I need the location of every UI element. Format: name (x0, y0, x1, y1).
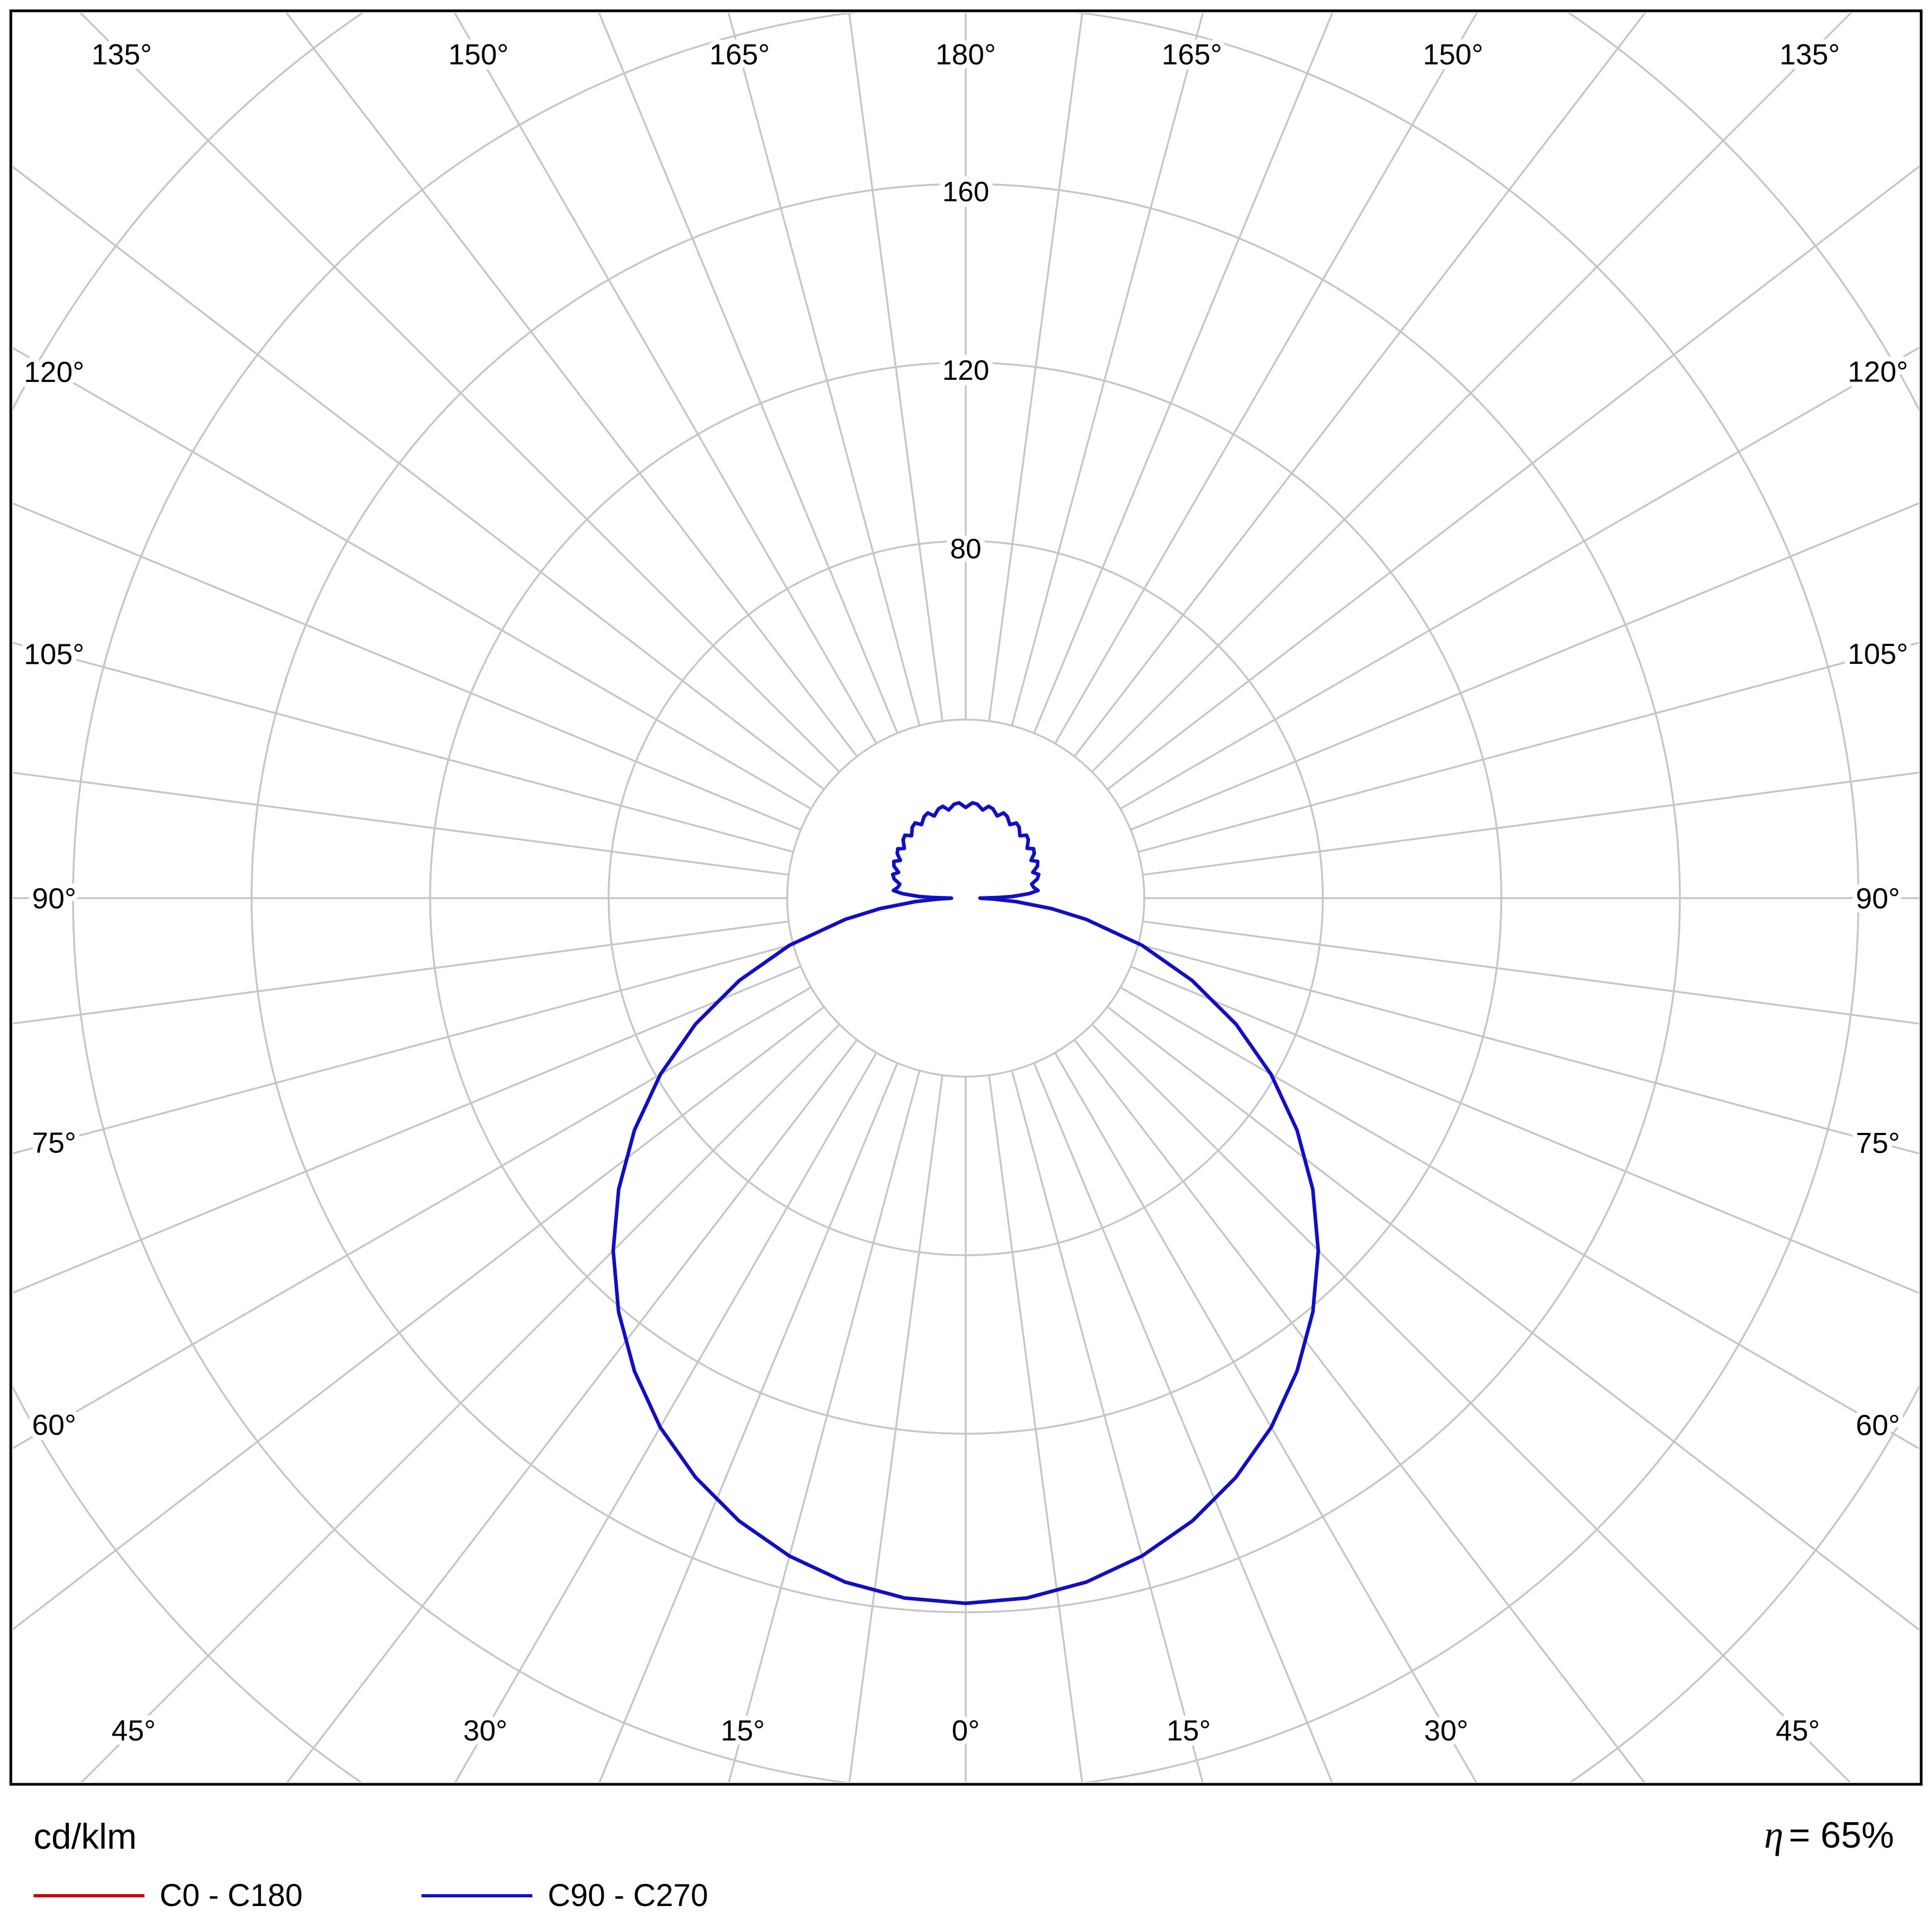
angle-label-45-right: 45° (1776, 1715, 1820, 1747)
grid-spoke (988, 13, 1084, 722)
grid-spoke (1119, 346, 1919, 810)
grid-spoke (1138, 642, 1919, 853)
angle-label-120-left: 120° (24, 356, 84, 388)
angle-label-150-right: 150° (1423, 38, 1483, 71)
grid-spoke (1054, 13, 1478, 744)
angle-label-75-left: 75° (32, 1127, 76, 1159)
grid-spoke (79, 13, 840, 773)
grid-spoke (285, 13, 858, 757)
chart-footer: cd/klm η = 65% C0 - C180 C90 - C270 (0, 1784, 1932, 1932)
series-curve-c90-c270 (611, 801, 1320, 1605)
grid-spoke (848, 13, 944, 722)
angle-label-75-right: 75° (1856, 1127, 1900, 1159)
legend: C0 - C180 C90 - C270 (34, 1877, 708, 1914)
angle-label-45-left: 45° (111, 1715, 156, 1747)
grid-spoke (13, 1006, 825, 1631)
grid-spoke (80, 1024, 840, 1782)
legend-swatch-c90-c270-line (421, 1894, 533, 1897)
grid-spoke (13, 347, 812, 810)
angle-label-30-right: 30° (1424, 1715, 1468, 1747)
chart-border (9, 9, 1923, 1786)
eta-value: = 65% (1789, 1815, 1894, 1856)
grid-spoke (1091, 1024, 1851, 1782)
grid-spoke (13, 502, 801, 831)
grid-spoke (454, 1052, 878, 1782)
grid-spoke (1119, 986, 1919, 1450)
angle-labels: 0° 15° 15° 30° 30° 45° 45° 60° 60° 75° 75° 90° 90° 10… (19, 34, 1913, 1752)
grid-spoke (1054, 1052, 1478, 1782)
angle-label-30-left: 30° (463, 1715, 507, 1747)
angle-label-180: 180° (935, 38, 996, 71)
angle-label-0: 0° (952, 1715, 980, 1747)
grid-spoke (1130, 965, 1919, 1294)
grid-spoke (1033, 13, 1334, 734)
angle-label-60-left: 60° (32, 1409, 76, 1441)
grid-spoke (1091, 13, 1852, 773)
angle-label-165-right: 165° (1162, 38, 1222, 71)
grid-spoke (1011, 1070, 1204, 1782)
grid-spoke (13, 642, 794, 853)
grid-spoke (1033, 1063, 1333, 1782)
grid-spoke (1011, 13, 1204, 726)
unit-label: cd/klm (34, 1816, 137, 1856)
grid-spoke (1130, 502, 1919, 831)
angle-label-135-left: 135° (91, 38, 152, 71)
angle-label-135-right: 135° (1779, 38, 1840, 71)
grid-spoke (1073, 1039, 1646, 1782)
angle-label-90-right: 90° (1856, 882, 1900, 915)
angle-label-165-left: 165° (709, 38, 770, 71)
grid-spoke (1142, 772, 1919, 876)
angle-label-120-right: 120° (1848, 356, 1908, 388)
grid-spoke (728, 1070, 921, 1782)
grid-spoke (598, 1063, 899, 1782)
legend-swatch-c0-c180-line (34, 1894, 144, 1897)
angle-label-15-right: 15° (1166, 1715, 1211, 1747)
radial-tick-label-160: 160 (942, 176, 990, 208)
angle-label-15-left: 15° (721, 1715, 765, 1747)
grid-spoke (13, 772, 789, 876)
angle-label-105-left: 105° (24, 638, 84, 671)
grid-spoke (1138, 943, 1919, 1155)
grid-spoke (988, 1074, 1083, 1782)
legend-label-c90-c270: C90 - C270 (548, 1878, 708, 1913)
grid-spoke (1106, 1006, 1919, 1631)
radial-tick-label-80: 80 (950, 533, 981, 565)
angle-label-105-right: 105° (1848, 638, 1908, 670)
radial-tick-label-120: 120 (942, 355, 990, 386)
grid-spoke (13, 965, 801, 1294)
angle-label-150-left: 150° (448, 38, 509, 71)
efficiency-label: η = 65% (1764, 1812, 1894, 1857)
grid-spoke (286, 1039, 858, 1782)
grid-spoke (848, 1074, 944, 1782)
grid-spoke (1106, 165, 1919, 790)
grid-ring-40 (786, 718, 1145, 1078)
radial-tick-labels: 80 120 160 (937, 171, 995, 570)
legend-item-c0-c180: C0 - C180 (34, 1877, 302, 1914)
angle-label-90-left: 90° (32, 882, 76, 915)
grid-spoke (13, 920, 789, 1025)
grid-spoke (453, 13, 878, 744)
grid-spoke (13, 943, 794, 1155)
grid-spoke (1073, 13, 1646, 757)
grid-spoke (13, 986, 812, 1449)
grid-spoke (598, 13, 899, 734)
eta-symbol: η (1764, 1813, 1784, 1856)
legend-item-c90-c270: C90 - C270 (421, 1877, 708, 1914)
angle-label-60-right: 60° (1856, 1409, 1900, 1441)
legend-label-c0-c180: C0 - C180 (160, 1878, 303, 1913)
grid-spoke (727, 13, 921, 726)
grid-spoke (13, 166, 825, 790)
grid-spoke (1142, 920, 1919, 1025)
